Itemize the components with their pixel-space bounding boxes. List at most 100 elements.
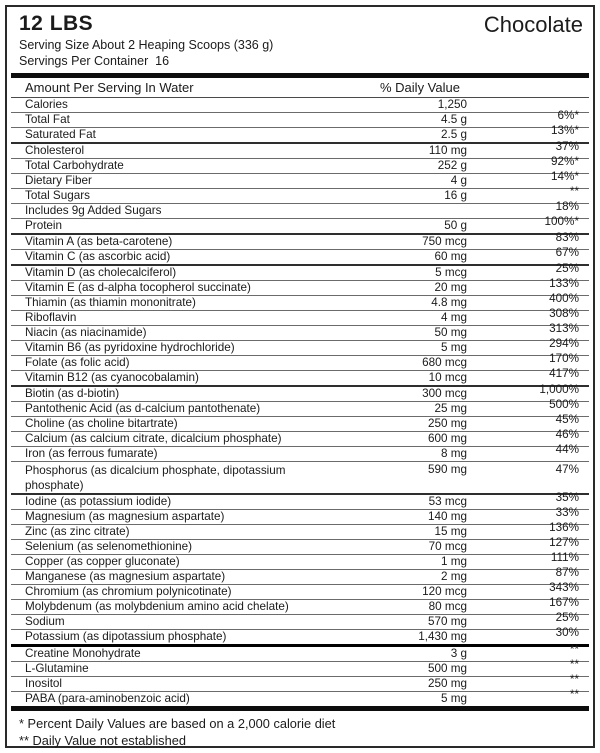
- label-header: 12 LBS Chocolate Serving Size About 2 He…: [7, 7, 593, 71]
- nutrient-amount: 60 mg: [434, 250, 467, 263]
- nutrient-amount: 250 mg: [428, 677, 467, 690]
- nutrient-row: PABA (para-aminobenzoic acid) 5 mg **: [11, 688, 589, 706]
- nutrient-amount: 252 g: [437, 159, 467, 172]
- nutrient-dv: 33%: [555, 506, 579, 519]
- nutrient-amount: 8 mg: [441, 447, 467, 460]
- nutrient-row: Riboflavin 4 mg 308%: [11, 307, 589, 325]
- nutrient-amount: 50 g: [444, 219, 467, 232]
- nutrient-name: Vitamin A (as beta-carotene): [25, 235, 173, 248]
- nutrient-name: Manganese (as magnesium aspartate): [25, 570, 226, 583]
- nutrient-dv: 25%: [555, 262, 579, 275]
- nutrient-name: Copper (as copper gluconate): [25, 555, 180, 568]
- nutrient-row: Phosphorus (as dicalcium phosphate, dipo…: [11, 461, 589, 493]
- product-weight: 12 LBS: [19, 12, 94, 35]
- nutrient-dv: **: [569, 643, 579, 656]
- nutrient-name: Creatine Monohydrate: [25, 647, 141, 660]
- nutrient-row: Iodine (as potassium iodide) 53 mcg 35%: [11, 491, 589, 509]
- nutrient-name: Chromium (as chromium polynicotinate): [25, 585, 232, 598]
- nutrient-amount: 2.5 g: [441, 128, 467, 141]
- nutrient-dv: 25%: [555, 611, 579, 624]
- nutrient-amount: 2 mg: [441, 570, 467, 583]
- nutrient-dv: 167%: [549, 596, 579, 609]
- nutrient-name: Choline (as choline bitartrate): [25, 417, 178, 430]
- nutrient-amount: 70 mcg: [428, 540, 467, 553]
- nutrient-row: Protein 50 g 100%*: [11, 215, 589, 233]
- nutrient-name: Inositol: [25, 677, 63, 690]
- nutrient-amount: 25 mg: [434, 402, 467, 415]
- nutrient-row: Choline (as choline bitartrate) 250 mg 45%: [11, 413, 589, 431]
- nutrient-dv: 35%: [555, 491, 579, 504]
- nutrient-name: Vitamin B12 (as cyanocobalamin): [25, 371, 199, 384]
- nutrient-row: Iron (as ferrous fumarate) 8 mg 44%: [11, 443, 589, 461]
- nutrient-dv: 13%*: [551, 124, 579, 137]
- nutrient-row: Magnesium (as magnesium aspartate) 140 mg…: [11, 506, 589, 524]
- nutrient-amount: 1 mg: [441, 555, 467, 568]
- nutrient-dv: **: [569, 673, 579, 686]
- nutrient-row: Thiamin (as thiamin mononitrate) 4.8 mg 40…: [11, 292, 589, 310]
- nutrient-name: Zinc (as zinc citrate): [25, 525, 130, 538]
- nutrient-dv: 417%: [549, 367, 579, 380]
- nutrient-row: Vitamin B12 (as cyanocobalamin) 10 mcg 417…: [11, 367, 589, 385]
- nutrient-row: Includes 9g Added Sugars 18%: [11, 200, 589, 218]
- table-header-row: Amount Per Serving In Water % Daily Valu…: [11, 78, 589, 98]
- nutrient-dv: 170%: [549, 352, 579, 365]
- column-header-dv: % Daily Value: [380, 80, 460, 95]
- section-divider-bar-bottom: [11, 706, 589, 711]
- nutrient-name: Total Sugars: [25, 189, 90, 202]
- nutrient-name: Iron (as ferrous fumarate): [25, 447, 158, 460]
- nutrient-dv: **: [569, 688, 579, 701]
- nutrient-name: Vitamin B6 (as pyridoxine hydrochloride): [25, 341, 235, 354]
- nutrient-dv: 111%: [550, 551, 579, 564]
- nutrient-amount: 750 mcg: [422, 235, 467, 248]
- nutrient-amount: 120 mcg: [422, 585, 467, 598]
- nutrient-amount: 53 mcg: [428, 495, 467, 508]
- nutrient-row: Chromium (as chromium polynicotinate) 120…: [11, 581, 589, 599]
- nutrient-amount: 140 mg: [428, 510, 467, 523]
- nutrient-row: Vitamin B6 (as pyridoxine hydrochloride)…: [11, 337, 589, 355]
- nutrient-dv: 308%: [549, 307, 579, 320]
- nutrient-name: PABA (para-aminobenzoic acid): [25, 692, 190, 705]
- nutrient-name: L-Glutamine: [25, 662, 89, 675]
- nutrient-dv: 18%: [555, 200, 579, 213]
- footnote-dv-basis: * Percent Daily Values are based on a 2,…: [19, 716, 336, 731]
- nutrient-row: Selenium (as selenomethionine) 70 mcg 127%: [11, 536, 589, 554]
- nutrient-dv: 136%: [549, 521, 579, 534]
- nutrient-name: Iodine (as potassium iodide): [25, 495, 172, 508]
- nutrient-dv: 400%: [549, 292, 579, 305]
- nutrient-amount: 5 mg: [441, 341, 467, 354]
- nutrient-dv: **: [569, 185, 579, 198]
- nutrient-name: Selenium (as selenomethionine): [25, 540, 192, 553]
- nutrient-amount: 5 mg: [441, 692, 467, 705]
- nutrient-amount: 80 mcg: [428, 600, 467, 613]
- nutrient-name: Includes 9g Added Sugars: [25, 204, 162, 217]
- nutrient-amount: 20 mg: [434, 281, 467, 294]
- nutrient-row: Manganese (as magnesium aspartate) 2 mg 87…: [11, 566, 589, 584]
- nutrient-amount: 16 g: [444, 189, 467, 202]
- nutrient-amount: 110 mg: [428, 144, 467, 157]
- nutrient-amount: 15 mg: [434, 525, 467, 538]
- nutrient-amount: 1,250: [437, 98, 467, 111]
- nutrient-rows: Calories 1,250 Total Fat 4.5 g 6%* Saturated …: [11, 98, 589, 706]
- nutrient-row: Calcium (as calcium citrate, dicalcium p…: [11, 428, 589, 446]
- nutrient-row: Total Carbohydrate 252 g 92%*: [11, 155, 589, 173]
- nutrient-row: Biotin (as d-biotin) 300 mcg 1,000%: [11, 383, 589, 401]
- nutrient-amount: 1,430 mg: [418, 630, 467, 643]
- nutrient-row: Total Fat 4.5 g 6%*: [11, 109, 589, 127]
- section-divider-bar-top: [11, 73, 589, 78]
- nutrient-amount: 4.8 mg: [431, 296, 467, 309]
- nutrient-row: Saturated Fat 2.5 g 13%*: [11, 124, 589, 142]
- nutrient-dv: 30%: [555, 626, 579, 639]
- nutrient-row: Vitamin A (as beta-carotene) 750 mcg 83%: [11, 231, 589, 249]
- nutrient-row: Creatine Monohydrate 3 g **: [11, 643, 589, 661]
- nutrient-name: Cholesterol: [25, 144, 85, 157]
- serving-size: Serving Size About 2 Heaping Scoops (336…: [19, 38, 274, 52]
- footnote-not-established: ** Daily Value not established: [19, 732, 186, 748]
- nutrient-amount: 50 mg: [434, 326, 467, 339]
- nutrient-row: Total Sugars 16 g **: [11, 185, 589, 203]
- nutrient-name: Folate (as folic acid): [25, 356, 130, 369]
- flavor-name: Chocolate: [483, 12, 583, 37]
- nutrient-amount: 10 mcg: [428, 371, 467, 384]
- footnotes: * Percent Daily Values are based on a 2,…: [7, 711, 593, 753]
- nutrient-dv: 14%*: [551, 170, 579, 183]
- nutrient-name: Calcium (as calcium citrate, dicalcium p…: [25, 432, 282, 445]
